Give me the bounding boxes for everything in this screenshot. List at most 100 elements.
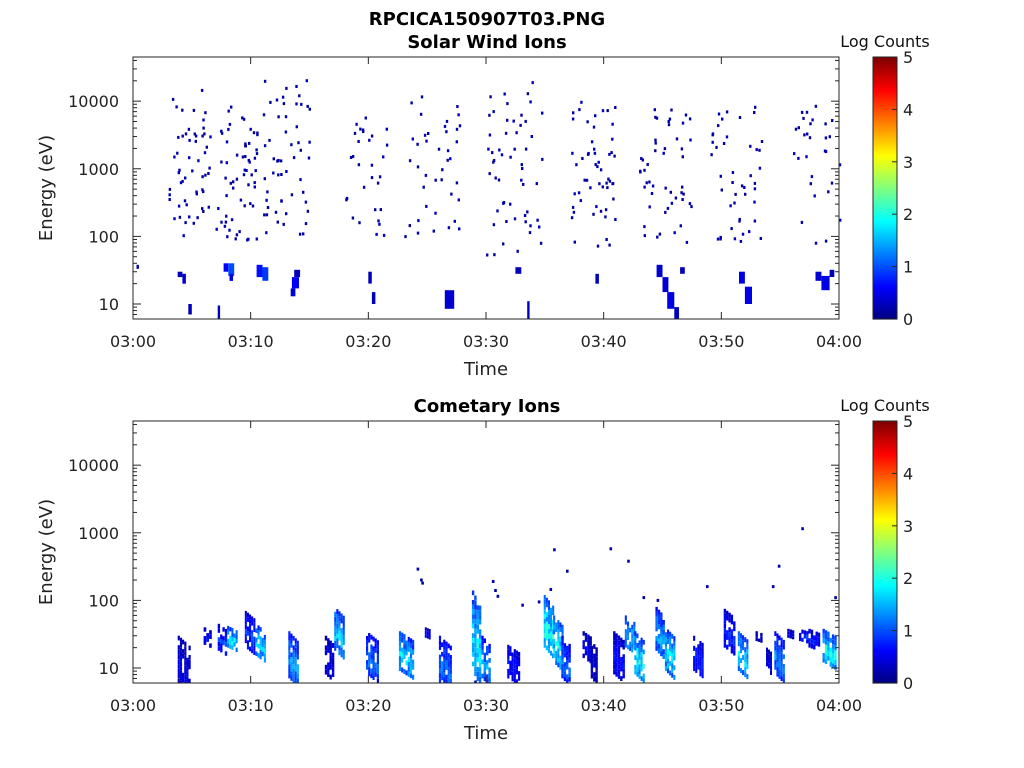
- count-block: [744, 286, 752, 304]
- count-cell: [500, 153, 504, 157]
- count-cell: [483, 638, 486, 644]
- count-cell: [561, 624, 564, 630]
- count-cell: [478, 676, 482, 682]
- count-cell: [561, 629, 564, 635]
- colorbar-segment: [873, 436, 897, 440]
- count-cell: [304, 222, 308, 226]
- colorbar-segment: [873, 253, 897, 257]
- count-cell: [770, 660, 772, 666]
- count-cell: [638, 645, 641, 650]
- count-cell: [810, 634, 814, 640]
- count-cell: [249, 619, 252, 624]
- count-cell: [202, 210, 205, 213]
- count-cell: [634, 669, 637, 675]
- count-cell: [810, 175, 814, 179]
- count-cell: [524, 147, 528, 151]
- colorbar-segment: [873, 177, 897, 180]
- count-cell: [259, 645, 262, 651]
- count-cell: [331, 662, 335, 668]
- count-cell: [587, 652, 590, 657]
- colorbar-segment: [873, 76, 897, 80]
- colorbar-segment: [873, 308, 897, 311]
- count-cell: [292, 650, 295, 655]
- solar-wind-spectrogram: [136, 79, 842, 319]
- count-cell: [760, 639, 763, 643]
- count-cell: [203, 132, 206, 136]
- count-cell: [636, 667, 639, 672]
- colorbar-segment: [873, 619, 897, 623]
- count-cell: [547, 605, 550, 610]
- count-cell: [329, 650, 332, 656]
- count-cell: [374, 672, 377, 677]
- count-cell: [242, 117, 246, 121]
- count-cell: [680, 147, 684, 151]
- colorbar-segment: [873, 449, 897, 453]
- count-cell: [746, 674, 749, 680]
- count-cell: [177, 204, 181, 208]
- count-cell: [203, 640, 207, 645]
- y-tick-label: 10000: [68, 456, 119, 475]
- count-cell: [839, 218, 842, 222]
- count-cell: [288, 635, 291, 641]
- count-cell: [370, 649, 373, 655]
- count-cell: [664, 641, 667, 647]
- count-cell: [434, 211, 437, 215]
- count-cell: [611, 137, 614, 141]
- count-cell: [483, 676, 486, 682]
- count-cell: [660, 622, 663, 627]
- count-cell: [374, 667, 377, 673]
- solar-wind-ylabel: Energy (eV): [36, 135, 57, 241]
- count-cell: [671, 653, 674, 659]
- count-cell: [553, 629, 556, 635]
- count-cell: [746, 639, 749, 645]
- count-cell: [182, 649, 185, 654]
- colorbar-segment: [873, 580, 897, 584]
- count-cell: [573, 192, 576, 196]
- x-tick-label: 03:00: [110, 696, 156, 715]
- count-cell: [656, 235, 659, 239]
- count-cell: [225, 161, 228, 165]
- count-cell: [760, 140, 764, 143]
- colorbar-segment: [873, 512, 897, 516]
- count-cell: [655, 636, 658, 641]
- count-cell: [372, 665, 375, 671]
- count-cell: [422, 185, 425, 189]
- count-cell: [275, 98, 279, 102]
- count-cell: [614, 106, 617, 109]
- colorbar-segment: [873, 301, 897, 305]
- colorbar-segment: [873, 303, 897, 307]
- count-cell: [186, 667, 189, 672]
- count-cell: [755, 634, 758, 638]
- count-cell: [793, 152, 796, 156]
- count-cell: [179, 661, 183, 666]
- count-cell: [361, 128, 365, 132]
- count-cell: [553, 643, 556, 649]
- colorbar-segment: [873, 423, 897, 426]
- count-cell: [778, 650, 781, 655]
- count-cell: [595, 652, 598, 657]
- colorbar-segment: [873, 288, 897, 292]
- count-cell: [831, 634, 835, 640]
- count-cell: [443, 677, 446, 683]
- count-cell: [568, 648, 571, 654]
- count-cell: [233, 642, 236, 647]
- count-block: [739, 271, 745, 284]
- colorbar-segment: [873, 146, 897, 150]
- count-cell: [518, 651, 521, 657]
- count-cell: [640, 637, 643, 643]
- count-cell: [478, 662, 482, 668]
- count-cell: [471, 590, 475, 596]
- count-cell: [728, 627, 731, 633]
- count-cell: [305, 79, 308, 83]
- count-cell: [717, 124, 720, 128]
- colorbar-segment: [873, 144, 897, 148]
- count-cell: [654, 138, 657, 142]
- count-cell: [604, 215, 607, 219]
- count-cell: [681, 121, 685, 125]
- colorbar-segment: [873, 113, 897, 117]
- count-cell: [515, 650, 518, 656]
- count-cell: [496, 209, 499, 213]
- count-cell: [800, 220, 804, 224]
- count-cell: [331, 652, 335, 658]
